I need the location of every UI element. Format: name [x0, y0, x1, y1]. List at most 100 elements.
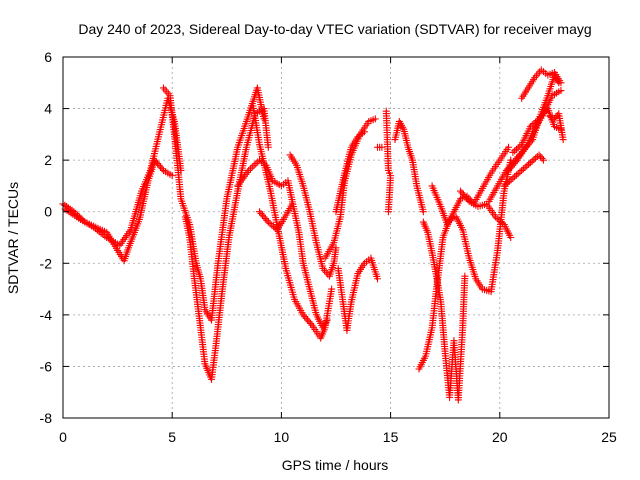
data-point-marker: [509, 161, 517, 169]
data-point-marker: [493, 214, 501, 222]
data-point-marker: [512, 171, 520, 179]
y-tick-label: -4: [40, 307, 53, 323]
chart-title: Day 240 of 2023, Sidereal Day-to-day VTE…: [78, 21, 591, 37]
data-point-marker: [260, 213, 268, 221]
data-point-marker: [526, 123, 534, 131]
data-point-marker: [384, 208, 392, 216]
data-point-marker: [530, 156, 538, 164]
data-point-marker: [458, 189, 466, 197]
data-point-marker: [419, 208, 427, 216]
data-point-marker: [557, 87, 565, 95]
x-tick-label: 20: [492, 429, 508, 445]
y-tick-label: 4: [44, 101, 52, 117]
data-point-marker: [307, 319, 315, 327]
data-point-marker: [332, 244, 340, 252]
data-point-marker: [557, 79, 565, 87]
x-axis-label: GPS time / hours: [282, 457, 389, 473]
data-point-marker: [537, 113, 545, 121]
data-point-marker: [525, 160, 533, 168]
data-point-marker: [504, 179, 512, 187]
data-point-marker: [264, 143, 272, 151]
data-point-marker: [509, 148, 517, 156]
data-point-marker: [371, 115, 379, 123]
x-tick-label: 10: [274, 429, 290, 445]
data-point-marker: [518, 166, 526, 174]
data-point-marker: [266, 220, 274, 228]
y-tick-label: -8: [40, 410, 53, 426]
data-point-marker: [538, 154, 546, 162]
data-point-marker: [464, 196, 472, 204]
data-point-marker: [514, 144, 522, 152]
data-point-marker: [507, 163, 515, 171]
data-point-marker: [511, 173, 519, 181]
data-point-marker: [505, 177, 513, 185]
data-point-marker: [541, 108, 549, 116]
data-point-marker: [506, 165, 514, 173]
data-point-marker: [155, 161, 163, 169]
data-point-marker: [497, 218, 505, 226]
y-tick-label: 6: [44, 49, 52, 65]
x-tick-label: 15: [383, 429, 399, 445]
data-point-marker: [461, 192, 469, 200]
data-point-marker: [304, 316, 312, 324]
data-point-marker: [168, 172, 176, 180]
data-point-marker: [512, 145, 520, 153]
x-tick-labels: 0 5 10 15 20 25: [59, 429, 617, 445]
data-point-marker: [538, 111, 546, 119]
data-point-marker: [559, 136, 567, 144]
y-axis-label: SDTVAR / TECUs: [5, 182, 21, 294]
data-point-marker: [523, 162, 531, 170]
data-point-marker: [514, 170, 522, 178]
data-point-marker: [509, 174, 517, 182]
data-point-marker: [299, 311, 307, 319]
data-point-marker: [532, 118, 540, 126]
y-tick-labels: -8 -6 -4 -2 0 2 4 6: [40, 49, 53, 426]
data-point-marker: [491, 213, 499, 221]
data-point-marker: [301, 313, 309, 321]
data-point-marker: [270, 223, 278, 231]
data-point-marker: [261, 215, 269, 223]
data-point-marker: [495, 216, 503, 224]
y-tick-label: 2: [44, 152, 52, 168]
data-point-marker: [535, 115, 543, 123]
data-point-marker: [537, 153, 545, 161]
data-point-marker: [302, 314, 310, 322]
data-point-marker: [507, 234, 515, 241]
data-point-marker: [456, 187, 464, 195]
plot-frame: [62, 56, 610, 419]
data-point-marker: [535, 151, 543, 159]
data-point-marker: [528, 121, 536, 129]
x-tick-label: 5: [168, 429, 176, 445]
data-point-marker: [158, 165, 166, 173]
data-point-marker: [462, 194, 470, 202]
data-point-marker: [258, 211, 266, 219]
data-point-marker: [521, 163, 529, 171]
data-point-marker: [257, 209, 265, 217]
x-tick-label: 0: [59, 429, 67, 445]
x-tick-label: 25: [601, 429, 617, 445]
data-point-marker: [507, 176, 515, 184]
data-point-marker: [519, 165, 527, 173]
data-point-marker: [511, 147, 519, 155]
axis-ticks: [62, 56, 610, 419]
data-point-marker: [539, 156, 547, 164]
data-point-marker: [505, 166, 513, 174]
data-points: [59, 66, 567, 404]
data-point-marker: [256, 208, 264, 216]
data-point-marker: [512, 158, 520, 166]
data-point-marker: [459, 191, 467, 199]
y-tick-label: -6: [40, 358, 53, 374]
data-point-marker: [510, 160, 518, 168]
data-point-marker: [268, 221, 276, 229]
data-point-marker: [502, 180, 510, 188]
y-tick-label: 0: [44, 204, 52, 220]
data-point-marker: [533, 116, 541, 124]
data-point-marker: [305, 318, 313, 326]
data-point-marker: [328, 285, 336, 293]
data-point-marker: [552, 113, 560, 121]
data-point-marker: [157, 163, 165, 171]
data-point-marker: [526, 159, 534, 167]
data-point-marker: [360, 128, 368, 136]
data-point-marker: [539, 110, 547, 118]
